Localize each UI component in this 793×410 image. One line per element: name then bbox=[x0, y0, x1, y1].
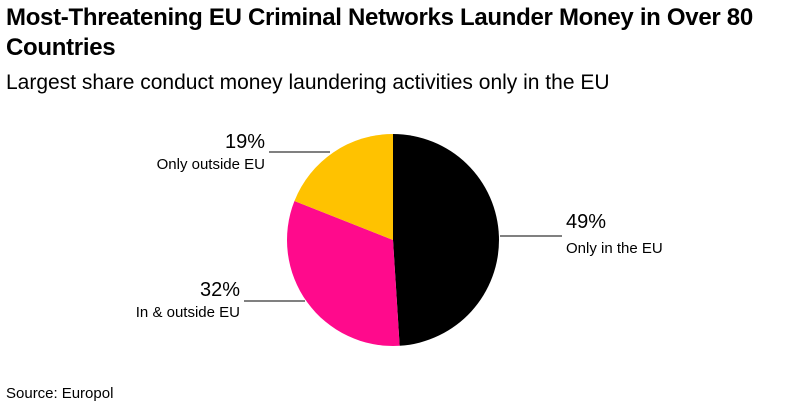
pie-slices bbox=[286, 134, 499, 346]
source-name: Europol bbox=[61, 385, 114, 402]
slice-category-label: Only in the EU bbox=[566, 240, 663, 257]
chart-title: Most-Threatening EU Criminal Networks La… bbox=[6, 4, 753, 61]
slice-percent-label: 32% bbox=[200, 279, 240, 301]
slice-percent-label: 19% bbox=[225, 131, 265, 153]
source-note: Source: Europol bbox=[6, 385, 113, 403]
chart-subtitle: Largest share conduct money laundering a… bbox=[6, 71, 610, 94]
pie-slice-in-outside-eu bbox=[286, 200, 400, 346]
source-prefix: Source: bbox=[6, 385, 58, 402]
pie-slice-only-outside-eu bbox=[294, 134, 393, 240]
slice-category-label: In & outside EU bbox=[136, 304, 240, 321]
pie-annotations: 49% Only in the EU 32% In & outside EU 19% On… bbox=[136, 131, 663, 321]
slice-percent-label: 49% bbox=[566, 211, 606, 233]
slice-category-label: Only outside EU bbox=[157, 156, 265, 173]
pie-slice-only-in-the-eu bbox=[393, 134, 499, 346]
